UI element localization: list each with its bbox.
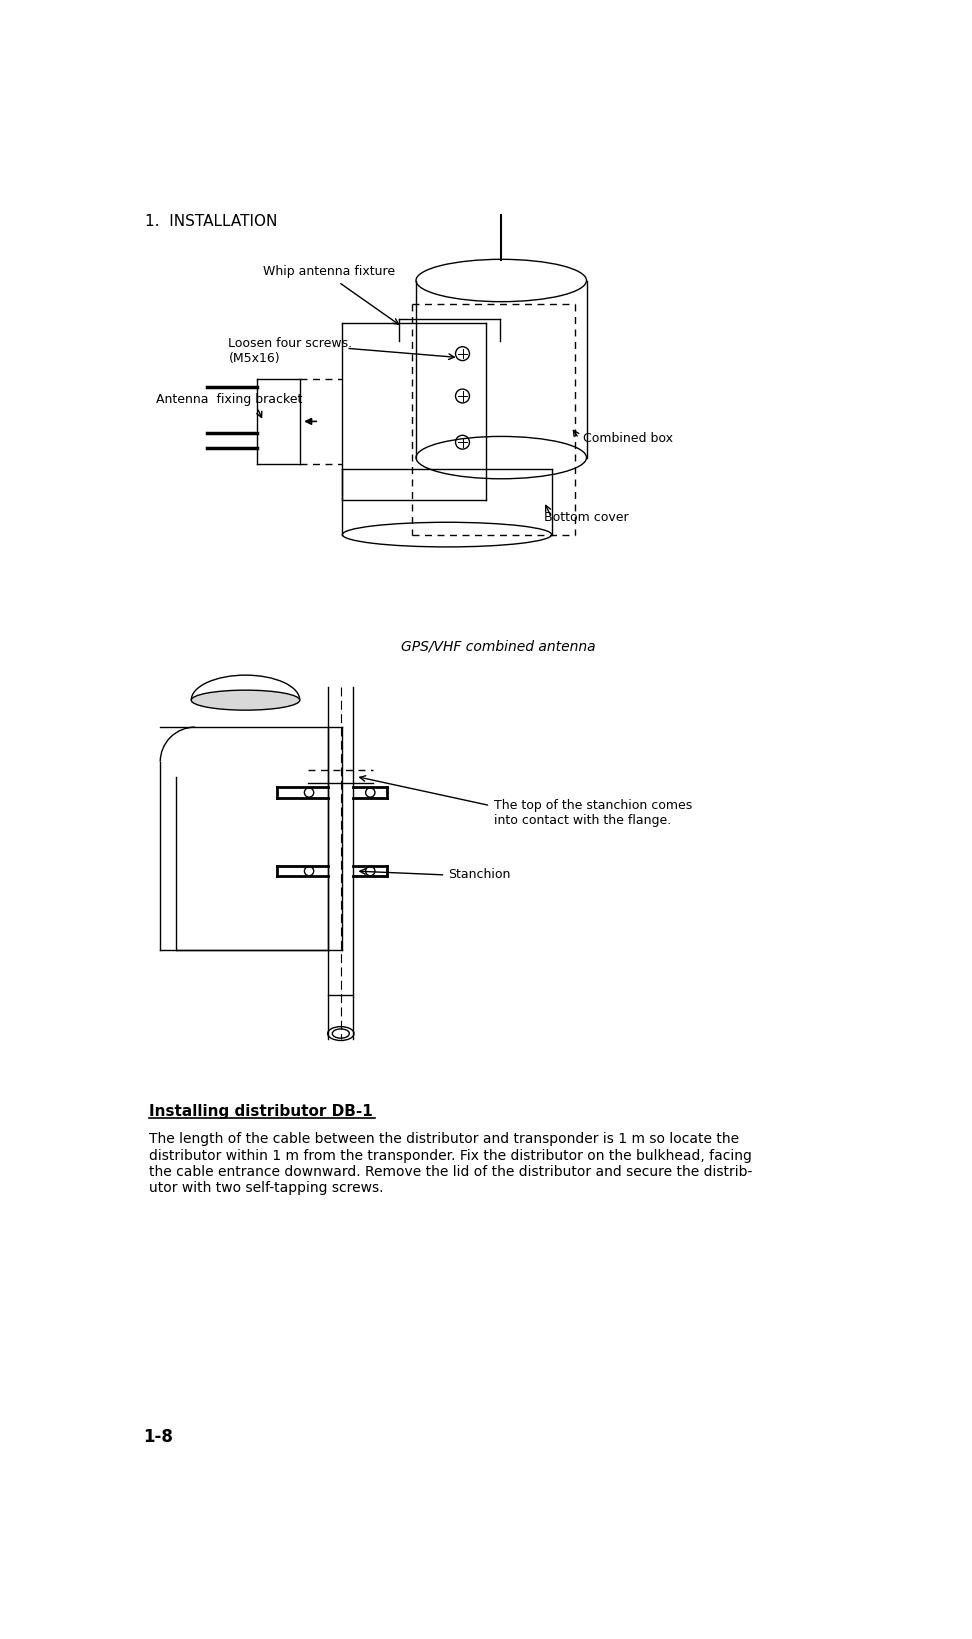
Text: The length of the cable between the distributor and transponder is 1 m so locate: The length of the cable between the dist… xyxy=(149,1131,752,1195)
Text: 1-8: 1-8 xyxy=(143,1428,173,1446)
Text: Loosen four screws.
(M5x16): Loosen four screws. (M5x16) xyxy=(228,336,353,365)
Text: Whip antenna fixture: Whip antenna fixture xyxy=(262,264,395,277)
Text: Combined box: Combined box xyxy=(582,431,673,444)
Text: Installing distributor DB-1: Installing distributor DB-1 xyxy=(149,1103,372,1118)
Text: Bottom cover: Bottom cover xyxy=(544,511,629,523)
Text: 1.  INSTALLATION: 1. INSTALLATION xyxy=(145,213,277,228)
Text: Antenna  fixing bracket: Antenna fixing bracket xyxy=(156,393,302,406)
Text: GPS/VHF combined antenna: GPS/VHF combined antenna xyxy=(400,639,596,654)
Ellipse shape xyxy=(191,690,299,711)
Text: Stanchion: Stanchion xyxy=(448,867,511,880)
Text: The top of the stanchion comes
into contact with the flange.: The top of the stanchion comes into cont… xyxy=(494,798,692,826)
